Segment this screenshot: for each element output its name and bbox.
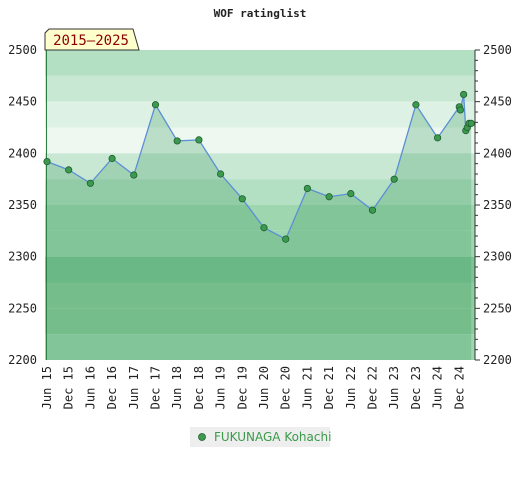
data-point [412,101,420,109]
x-tick-label: Dec 22 [366,366,380,409]
data-point [151,101,160,109]
band-2 [45,101,475,128]
y-tick-label-right: 2250 [483,301,512,315]
legend-marker-icon [198,433,206,441]
data-point [390,175,398,183]
period-badge-shape [44,28,140,51]
series-area [47,94,472,360]
x-tick-label: Dec 21 [322,366,336,409]
y-tick-label-right: 2300 [483,250,512,264]
data-point [433,134,442,142]
data-point [86,179,95,187]
band-4 [45,153,475,180]
series-layer [43,90,475,243]
data-point [325,193,333,201]
y-tick-label-left: 2250 [8,301,37,315]
period-badge-text: 2015–2025 [53,33,129,49]
x-tick-label: Jun 17 [127,366,141,409]
legend-label: FUKUNAGA Kohachi [214,430,331,444]
x-tick-label: Dec 17 [149,366,163,409]
background-bands [45,50,475,360]
x-tick-label: Dec 18 [192,366,206,409]
band-5 [45,179,475,205]
data-point [108,154,116,163]
band-1 [45,75,475,102]
band-7 [45,230,475,257]
band-11 [45,334,475,360]
data-point [347,190,355,198]
band-10 [45,308,475,335]
data-point [130,171,138,179]
legend[interactable]: FUKUNAGA Kohachi [190,427,331,447]
y-tick-label-left: 2400 [8,146,37,160]
y-tick-label-right: 2200 [483,353,512,367]
data-point [368,206,377,214]
chart-title: WOF ratinglist [214,7,307,20]
data-point [460,90,468,99]
x-tick-label: Jun 24 [431,366,445,409]
x-tick-label: Dec 24 [452,366,466,409]
x-tick-label: Jun 19 [214,366,228,409]
data-point [303,184,311,193]
x-tick-label: Dec 20 [279,366,293,409]
data-point [260,224,268,232]
x-tick-label: Jun 21 [300,366,314,409]
data-point [456,106,464,114]
data-point [282,235,290,243]
x-tick-label: Jun 18 [170,366,184,409]
y-tick-label-left: 2500 [8,43,37,57]
x-tick-label: Jun 20 [257,366,271,409]
band-0 [45,50,475,76]
y-tick-label-right: 2400 [483,146,512,160]
x-tick-label: Jun 23 [387,366,401,409]
y-tick-label-right: 2450 [483,95,512,109]
area-fill [47,94,472,360]
legend-background [190,427,330,447]
y-tick-label-right: 2350 [483,198,512,212]
x-tick-label: Jun 22 [344,366,358,409]
data-point [238,195,246,203]
y-tick-label-left: 2350 [8,198,37,212]
x-tick-label: Dec 15 [62,366,76,409]
y-tick-label-right: 2500 [483,43,512,57]
period-badge: 2015–2025 [44,28,140,51]
x-tick-label: Dec 23 [409,366,423,409]
y-tick-label-left: 2450 [8,95,37,109]
data-point [217,170,225,178]
y-tick-label-left: 2300 [8,250,37,264]
tick-labels: 2200 2200 2250 2250 2300 2300 2350 2350 2400 2400… [8,43,512,409]
x-tick-label: Dec 19 [235,366,249,409]
x-tick-label: Dec 16 [105,366,119,409]
band-6 [45,205,475,231]
data-point [195,136,203,144]
y-tick-label-left: 2200 [8,353,37,367]
x-tick-label: Jun 15 [40,366,54,409]
band-9 [45,282,475,309]
x-tick-label: Jun 16 [83,366,97,409]
data-point [65,166,73,174]
data-point [467,119,475,127]
data-point [43,158,51,166]
data-point [173,137,181,145]
band-8 [45,256,475,283]
axes [46,49,480,361]
